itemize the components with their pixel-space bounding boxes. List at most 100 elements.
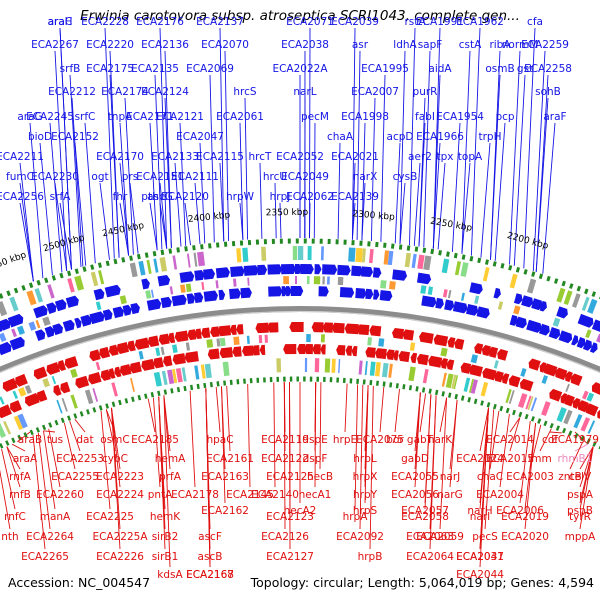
cog-block [526, 278, 537, 294]
gc-tick [67, 415, 72, 421]
reverse-gene-label: ECA2161 [206, 453, 254, 465]
gene-arrow [53, 384, 62, 396]
reverse-label-line [319, 382, 322, 470]
forward-label-line [129, 182, 139, 254]
gene-arrow [36, 389, 48, 402]
gene-arrow [372, 267, 382, 278]
reverse-gene-label: pntA [148, 489, 173, 501]
gc-tick [86, 409, 90, 415]
reverse-label-line [226, 385, 231, 452]
gc-tick [144, 252, 149, 258]
reverse-gene-label: ECA2092 [336, 531, 384, 543]
cog-block [378, 338, 385, 347]
cog-block [0, 332, 7, 342]
cog-block [233, 278, 237, 287]
gene-arrow [373, 289, 380, 300]
gc-tick [311, 238, 315, 244]
gene-arrow [576, 337, 586, 349]
cog-block [586, 392, 595, 402]
cog-block [580, 417, 591, 432]
gc-tick [229, 379, 233, 385]
gene-arrow [369, 325, 382, 337]
reverse-gene-label: ECA2058 [401, 511, 449, 523]
gc-tick [415, 386, 419, 392]
forward-label-line [480, 142, 491, 258]
forward-label-line [535, 97, 549, 272]
gene-arrow [33, 305, 48, 319]
cog-block [167, 369, 175, 385]
gc-tick [461, 254, 466, 260]
cog-block [322, 276, 325, 285]
forward-gene-label: purR [413, 86, 438, 98]
reverse-gene-label: pecS [472, 531, 498, 543]
reverse-gene-track-inner [0, 344, 600, 419]
gene-arrow [89, 311, 105, 325]
forward-label-line [494, 122, 506, 261]
gene-arrow [99, 346, 111, 359]
reverse-gene-label: ECA2260 [36, 489, 84, 501]
forward-label-line [84, 122, 96, 264]
gc-tick [208, 243, 212, 249]
reverse-label-line [69, 420, 81, 452]
gc-tick [176, 247, 180, 253]
gene-arrow [201, 327, 211, 339]
forward-gene-label: ECA1966 [416, 131, 464, 143]
reverse-gene-label: araB [18, 434, 42, 446]
reverse-gene-label: ascF [198, 531, 222, 543]
gene-arrow [337, 264, 351, 276]
gene-arrow [392, 327, 405, 340]
gc-tick [67, 270, 72, 277]
cog-block [95, 361, 101, 371]
cog-block [460, 262, 469, 277]
forward-gene-label: ogt [91, 171, 108, 183]
cog-block [138, 350, 144, 360]
forward-gene-label: fhr [113, 191, 128, 203]
reverse-label-line [63, 422, 76, 470]
gc-tick [309, 376, 313, 382]
cog-block [313, 276, 321, 285]
gene-arrow [218, 289, 226, 301]
cog-block [181, 367, 187, 382]
cog-block [364, 361, 368, 376]
forward-label-line [69, 74, 82, 268]
gc-tick [477, 257, 482, 264]
gene-arrow [419, 331, 434, 344]
gene-arrow [104, 284, 121, 298]
gc-tick [17, 434, 22, 441]
forward-gene-label: fumC [6, 171, 34, 183]
gene-arrow [52, 323, 63, 336]
gene-arrow [548, 326, 561, 340]
gene-arrow [294, 264, 302, 275]
forward-label-line [399, 50, 406, 245]
forward-gene-label: ECA2069 [186, 63, 234, 75]
gene-arrow [2, 378, 18, 392]
gc-tick [592, 441, 597, 447]
cog-block [556, 407, 567, 423]
gc-tick [422, 247, 427, 253]
forward-gene-label: ECA2135 [131, 63, 179, 75]
forward-label-line [149, 122, 158, 251]
gc-tick [402, 384, 406, 390]
gene-arrow [410, 352, 418, 364]
gc-tick [29, 429, 34, 436]
cog-block [0, 423, 7, 439]
cog-block [160, 346, 165, 355]
reverse-label-line [37, 432, 51, 530]
gc-tick [279, 238, 283, 244]
gene-arrow [158, 333, 170, 345]
gene-arrow [570, 373, 583, 386]
cog-block [97, 270, 105, 285]
gc-tick [23, 432, 28, 438]
gc-tick [303, 376, 306, 382]
gene-arrow [141, 278, 150, 290]
forward-label-line [109, 74, 120, 258]
forward-label-line [394, 142, 401, 244]
forward-gene-label: chaA [327, 131, 354, 143]
cog-block [582, 390, 589, 400]
gene-arrow [591, 319, 600, 332]
gc-tick [269, 377, 273, 383]
gc-tick [518, 411, 523, 418]
reverse-gene-label: gabT [407, 434, 434, 446]
reverse-label-line [163, 395, 171, 568]
forward-gene-label: ECA2047 [176, 131, 224, 143]
